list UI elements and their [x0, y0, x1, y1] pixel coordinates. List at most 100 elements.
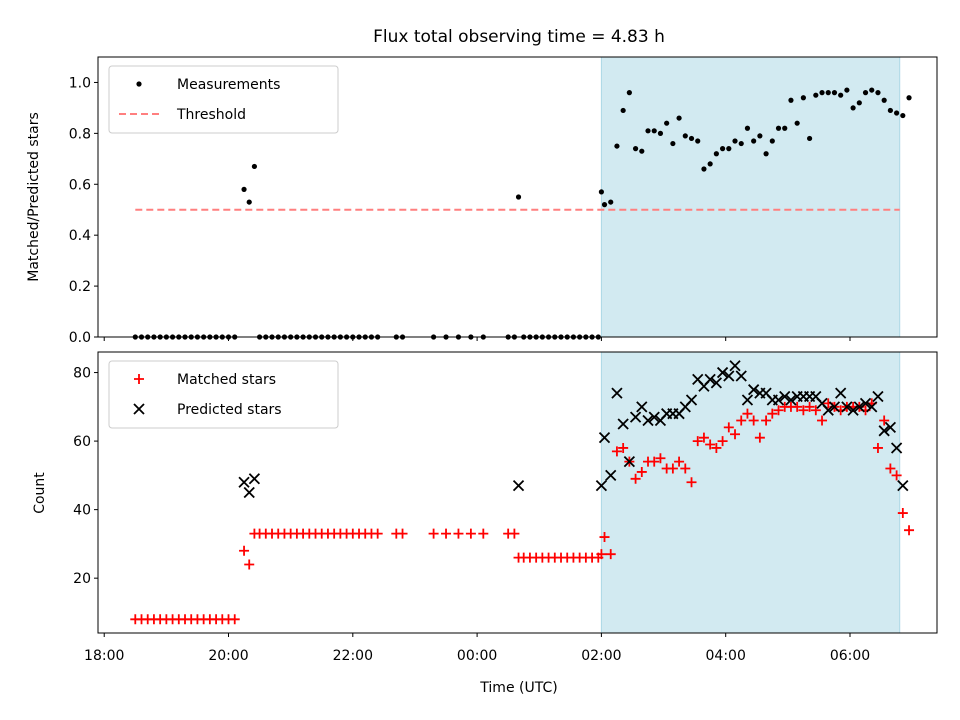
measurement-point [670, 140, 676, 147]
measurement-point [614, 143, 620, 149]
y-axis-label: Count [32, 472, 48, 514]
matched-star-point [761, 415, 772, 426]
predicted-star-point [872, 390, 884, 403]
measurement-point [894, 110, 900, 116]
measurement-point [850, 105, 856, 111]
predicted-star-point [704, 373, 716, 386]
measurement-point [657, 130, 664, 136]
axes-frame [97, 56, 938, 338]
predicted-star-point [897, 480, 909, 492]
x-tick-label: 22:00 [333, 648, 373, 664]
predicted-star-point [623, 456, 636, 468]
legend-label: Matched stars [177, 372, 276, 388]
measurement-point [757, 133, 763, 139]
predicted-star-point [859, 397, 872, 410]
measurement-point [251, 163, 258, 170]
matched-star-point [879, 415, 890, 426]
chart-title: Flux total observing time = 4.83 h [373, 27, 665, 47]
y-tick-label: 0.8 [69, 126, 91, 142]
measurement-point [769, 138, 775, 144]
predicted-star-point [748, 384, 760, 396]
matched-star-point [897, 508, 908, 519]
matched-star-point [397, 528, 408, 539]
measurement-point [639, 148, 645, 154]
predicted-star-point [741, 394, 754, 406]
measurement-point [782, 125, 788, 131]
y-tick-label: 40 [73, 503, 91, 519]
predicted-star-point [648, 411, 660, 423]
predicted-star-point [772, 394, 785, 406]
measurement-point [831, 90, 838, 96]
predicted-star-point [890, 442, 903, 454]
predicted-star-point [605, 469, 617, 482]
measurement-point [732, 138, 738, 144]
matched-star-point [804, 401, 815, 412]
x-tick-label: 20:00 [208, 648, 248, 664]
x-tick-label: 04:00 [706, 648, 746, 664]
y-tick-label: 0.6 [69, 177, 91, 193]
measurement-point [744, 125, 751, 131]
legend-box [108, 360, 339, 429]
predicted-star-point [710, 377, 723, 389]
measurement-point [246, 199, 252, 205]
matched-star-point [748, 415, 759, 426]
matched-star-point [872, 442, 883, 453]
observing-span [600, 56, 901, 338]
measurement-point [869, 87, 875, 93]
measurement-point [800, 95, 806, 101]
legend-matched-swatch [134, 374, 144, 384]
measurement-point [726, 146, 732, 152]
predicted-star-point [598, 432, 611, 444]
predicted-star-point [853, 401, 865, 413]
matched-star-point [686, 477, 697, 488]
measurement-point [856, 100, 862, 106]
y-tick-label: 80 [73, 366, 91, 382]
matched-star-point [692, 436, 703, 447]
measurement-point [751, 138, 757, 144]
legend-predicted-swatch [133, 403, 145, 415]
predicted-star-point [642, 414, 654, 427]
matched-star-point [611, 446, 622, 457]
y-tick-label: 0.4 [69, 228, 91, 244]
predicted-star-point [779, 390, 791, 403]
measurement-point [601, 202, 608, 208]
measurement-point [688, 135, 695, 142]
matched-star-point [465, 528, 476, 539]
matched-star-point [817, 415, 828, 426]
matched-star-point [904, 525, 915, 536]
measurement-point [515, 194, 522, 200]
y-tick-label: 20 [73, 571, 91, 587]
measurement-point [608, 199, 614, 205]
matched-star-point [730, 429, 741, 440]
predicted-star-point [878, 425, 890, 437]
top-panel: 0.0 0.2 0.4 0.6 0.8 1.0 Matched/Predicted star… [26, 56, 938, 346]
bottom-panel: 20 40 60 80 18:00 20:00 22:00 00:00 02:00 04:00 06… [32, 351, 938, 664]
matched-star-point [478, 528, 489, 539]
legend-label: Threshold [176, 107, 246, 123]
legend-label: Predicted stars [177, 402, 282, 418]
matched-star-point [680, 463, 691, 474]
measurement-point [875, 90, 881, 96]
x-tick-label: 18:00 [84, 648, 124, 664]
predicted-star-point [785, 394, 797, 406]
predicted-star-point [729, 360, 741, 372]
predicted-star-point [636, 401, 648, 413]
measurement-point [676, 115, 682, 121]
measurement-point [775, 125, 782, 131]
predicted-star-point [847, 404, 859, 416]
measurement-point [788, 97, 794, 103]
matched-star-point [674, 456, 685, 467]
measurement-point [713, 151, 719, 157]
matched-star-point [767, 408, 778, 419]
matched-star-point [599, 532, 610, 543]
legend-label: Measurements [177, 77, 280, 93]
measurement-point [887, 107, 893, 114]
measurement-point [763, 151, 769, 157]
measurement-point [806, 135, 813, 142]
matched-star-point [453, 528, 464, 539]
measurement-point [719, 146, 726, 152]
predicted-star-point [841, 401, 853, 413]
measurement-point [881, 97, 887, 103]
predicted-star-point [243, 486, 255, 499]
